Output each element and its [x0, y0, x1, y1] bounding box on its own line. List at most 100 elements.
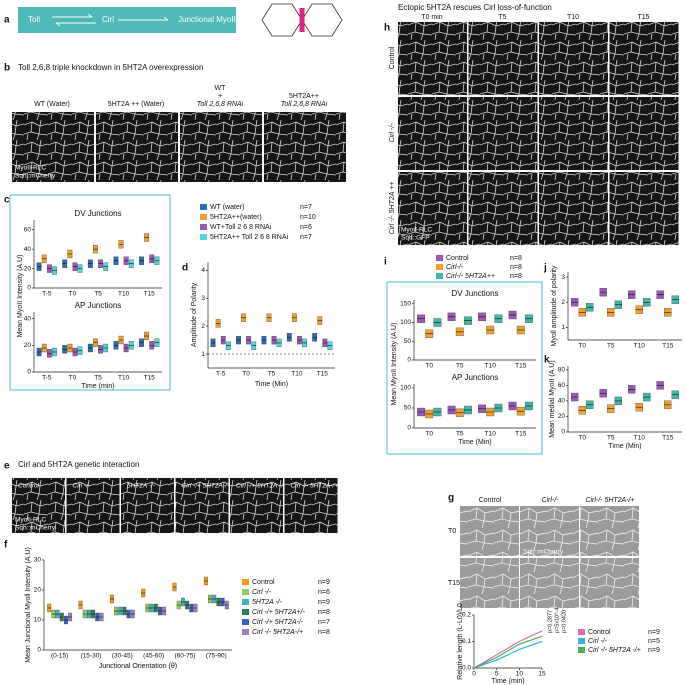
annotation: p=0.2877	[547, 610, 553, 633]
annotation: p=0.0420	[561, 610, 567, 633]
x-tick-label: T15	[662, 343, 674, 350]
y-tick-label: 80	[558, 367, 566, 374]
y-tick-label: 3	[201, 295, 205, 302]
microscopy-image	[580, 558, 639, 608]
x-tick-label: T10	[485, 363, 497, 370]
line	[473, 630, 543, 669]
microscopy-image	[609, 172, 679, 245]
legend-swatch	[242, 629, 249, 635]
panel-letter: b	[4, 63, 10, 74]
legend-swatch	[578, 647, 585, 653]
panel-title: Ectopic 5HT2A rescues Cirl loss-of-funct…	[398, 3, 552, 12]
row-label: T0	[448, 528, 456, 535]
y-tick-label: 1	[561, 324, 565, 331]
x-tick-label: (30-45)	[112, 653, 133, 660]
x-axis-label: Time (Min)	[458, 439, 491, 446]
x-tick-label: T10	[634, 435, 646, 442]
microscopy-image	[520, 506, 579, 556]
x-axis-label: Junctional Orientation (θ)	[99, 663, 177, 670]
microscopy-image	[398, 22, 467, 95]
legend-label: WT (water)	[210, 204, 244, 211]
column-label: Control	[479, 497, 502, 504]
x-axis-label: Time (min)	[491, 678, 524, 685]
x-tick-label: T0	[425, 431, 433, 438]
legend-label: Cirl -/+ 5HT2A+/-	[252, 609, 306, 616]
legend-n: n=9	[318, 599, 330, 606]
column-label: T5	[498, 14, 506, 21]
legend-swatch	[200, 204, 207, 210]
y-tick-label: 50	[404, 338, 412, 345]
legend-swatch	[242, 609, 249, 615]
y-tick-label: 20	[24, 265, 32, 272]
x-tick-label: T15	[144, 375, 156, 382]
y-tick-label: 10	[34, 617, 42, 624]
panel-letter: d	[182, 263, 188, 274]
y-tick-label: 20	[24, 342, 32, 349]
legend-n: n=8	[510, 255, 522, 262]
y-tick-label: 0	[407, 425, 411, 432]
column-label: T10	[567, 14, 579, 21]
microscopy-image	[539, 172, 608, 245]
y-tick-label: 40	[24, 246, 32, 253]
legend-swatch	[242, 589, 249, 595]
x-tick-label: (45-60)	[143, 653, 164, 660]
x-tick-label: (60-75)	[175, 653, 196, 660]
x-tick-label: T0	[69, 375, 77, 382]
legend-n: n=10	[300, 214, 316, 221]
legend-swatch	[242, 599, 249, 605]
y-tick-label: 100	[400, 385, 411, 392]
x-tick-label: T0	[242, 371, 250, 378]
legend-n: n=8	[318, 629, 330, 636]
legend-swatch	[436, 273, 443, 279]
panel-frame	[9, 194, 171, 391]
chart-title: DV Junctions	[74, 209, 121, 218]
image-label: MyoII-RLC	[15, 517, 46, 524]
y-tick-label: 40	[558, 398, 566, 405]
y-tick-label: 0	[27, 285, 31, 292]
column-label: Cirl -/-	[73, 483, 92, 490]
chart-title: AP Junctions	[452, 373, 499, 382]
legend-swatch	[200, 214, 207, 220]
line	[473, 640, 543, 669]
x-tick-label: 10	[516, 671, 524, 678]
legend-n: n=5	[648, 638, 660, 645]
y-tick-label: 100	[400, 319, 411, 326]
microscopy-image	[284, 478, 338, 533]
y-axis-label: Mean Junctional Myoll Intensity (A.U)	[25, 547, 32, 663]
microscopy-image	[539, 22, 608, 95]
legend-n: n=7	[300, 234, 312, 241]
x-tick-label: T15	[515, 431, 527, 438]
x-tick-label: T15	[317, 371, 329, 378]
column-label: 5HT2A -/-	[127, 483, 156, 490]
y-tick-label: 2	[201, 323, 205, 330]
line	[473, 635, 543, 669]
x-axis-label: Time (min)	[81, 383, 114, 390]
column-label: Cirl-/-	[541, 497, 559, 504]
row-label: T15	[448, 580, 460, 587]
x-axis-label: Time (Min)	[255, 381, 288, 388]
image-label: MyoII-RLC	[401, 227, 432, 234]
column-label: Cirl -/+ 5HT2A-/+	[182, 483, 231, 490]
column-label: +	[218, 93, 222, 100]
x-tick-label: T10	[291, 371, 303, 378]
panel-letter: i	[384, 257, 387, 268]
legend-n: n=7	[300, 204, 312, 211]
y-tick-label: 2	[561, 299, 565, 306]
microscopy-image	[468, 22, 538, 95]
panel-letter: f	[4, 540, 8, 551]
microscopy-image	[66, 478, 120, 533]
x-tick-label: (75-90)	[206, 653, 227, 660]
image-label: Sqh::mCherry	[15, 173, 56, 180]
y-axis-label: Myoll amplitude of polarity	[551, 265, 558, 346]
node-label: Junctional MyoII	[178, 15, 236, 24]
column-label: T15	[637, 14, 649, 21]
legend-swatch	[200, 224, 207, 230]
x-tick-label: T5	[607, 435, 615, 442]
y-tick-label: 0	[561, 429, 565, 436]
panel-letter: c	[4, 195, 10, 206]
y-tick-label: 60	[24, 226, 32, 233]
legend-swatch	[578, 638, 585, 644]
legend-label: Control	[446, 255, 469, 262]
microscopy-image	[580, 506, 639, 556]
x-tick-label: 5	[495, 671, 499, 678]
